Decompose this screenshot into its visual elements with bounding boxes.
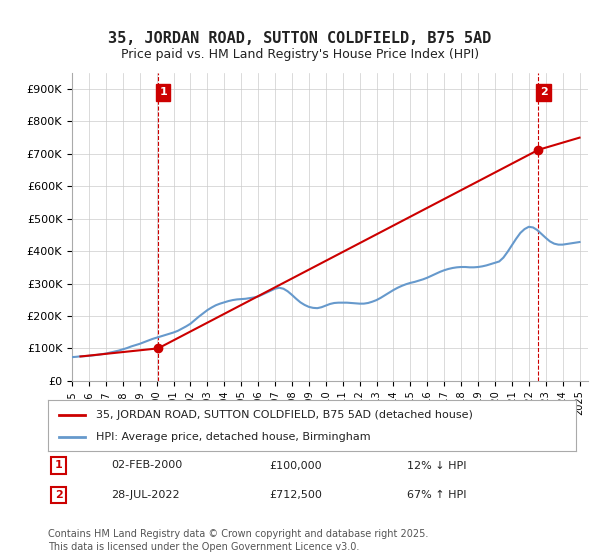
Text: £712,500: £712,500 [270,490,323,500]
Text: This data is licensed under the Open Government Licence v3.0.: This data is licensed under the Open Gov… [48,542,359,552]
Text: 35, JORDAN ROAD, SUTTON COLDFIELD, B75 5AD: 35, JORDAN ROAD, SUTTON COLDFIELD, B75 5… [109,31,491,46]
Text: 1: 1 [160,87,167,97]
Text: Price paid vs. HM Land Registry's House Price Index (HPI): Price paid vs. HM Land Registry's House … [121,48,479,60]
Text: Contains HM Land Registry data © Crown copyright and database right 2025.: Contains HM Land Registry data © Crown c… [48,529,428,539]
Text: 2: 2 [539,87,547,97]
Text: 35, JORDAN ROAD, SUTTON COLDFIELD, B75 5AD (detached house): 35, JORDAN ROAD, SUTTON COLDFIELD, B75 5… [95,409,472,419]
Text: 02-FEB-2000: 02-FEB-2000 [112,460,182,470]
Text: 2: 2 [55,490,62,500]
Text: £100,000: £100,000 [270,460,322,470]
Text: 12% ↓ HPI: 12% ↓ HPI [407,460,467,470]
Text: 1: 1 [55,460,62,470]
Text: 28-JUL-2022: 28-JUL-2022 [112,490,180,500]
Text: HPI: Average price, detached house, Birmingham: HPI: Average price, detached house, Birm… [95,432,370,442]
Text: 67% ↑ HPI: 67% ↑ HPI [407,490,467,500]
